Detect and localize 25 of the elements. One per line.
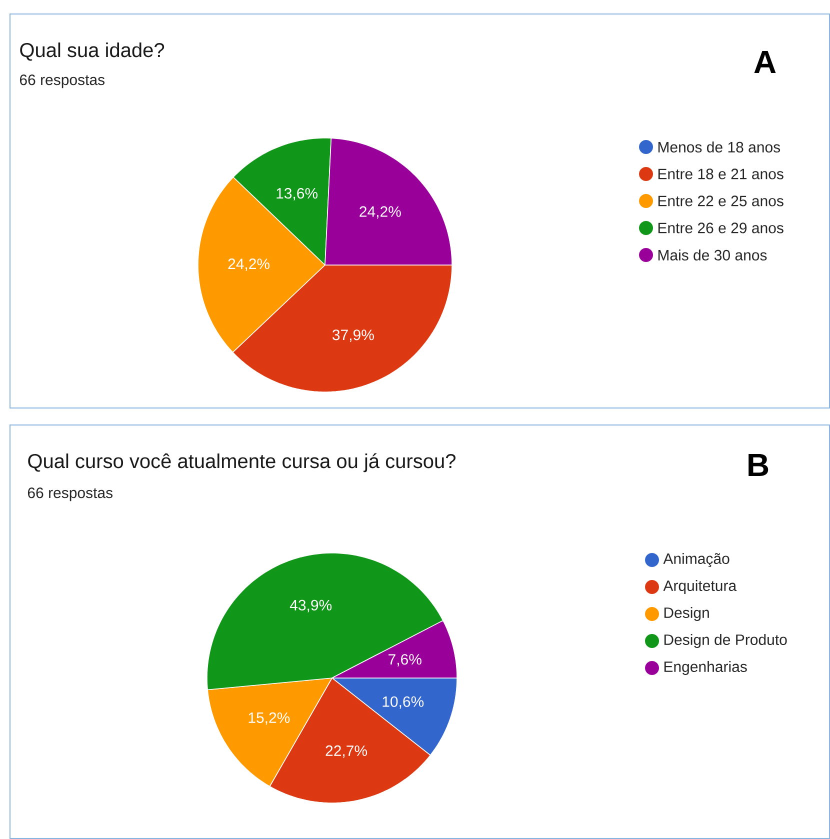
data-label: 24,2% xyxy=(360,206,401,219)
legend-label: Entre 22 e 25 anos xyxy=(658,196,784,206)
data-label: 22,7% xyxy=(326,745,368,758)
legend-label: Menos de 18 anos xyxy=(658,141,780,152)
legend-label: Mais de 30 anos xyxy=(658,249,767,260)
text: 66 respostas xyxy=(20,74,105,88)
data-label: 10,6% xyxy=(382,696,424,709)
legend-label: Engenharias xyxy=(664,661,747,675)
legend-label: Entre 18 e 21 anos xyxy=(658,168,784,180)
chart-title: Qual sua idade? xyxy=(20,42,164,61)
data-label: 7,6% xyxy=(388,654,422,666)
text: A xyxy=(754,50,776,73)
legend-label: Design de Produto xyxy=(664,634,787,648)
legend-label: Entre 26 e 29 anos xyxy=(658,222,784,234)
legend-label: Design xyxy=(664,607,709,621)
text: B xyxy=(748,454,768,476)
chart-title: Qual curso você atualmente cursa ou já cursou? xyxy=(28,453,456,472)
legend-label: Animação xyxy=(663,552,730,568)
data-label: 37,9% xyxy=(332,330,374,342)
data-label: 43,9% xyxy=(290,600,332,612)
data-label: 15,2% xyxy=(248,712,290,725)
legend-label: Arquitetura xyxy=(663,580,737,594)
data-label: 24,2% xyxy=(228,258,270,271)
data-label: 13,6% xyxy=(276,188,318,200)
text: 66 respostas xyxy=(28,488,113,502)
